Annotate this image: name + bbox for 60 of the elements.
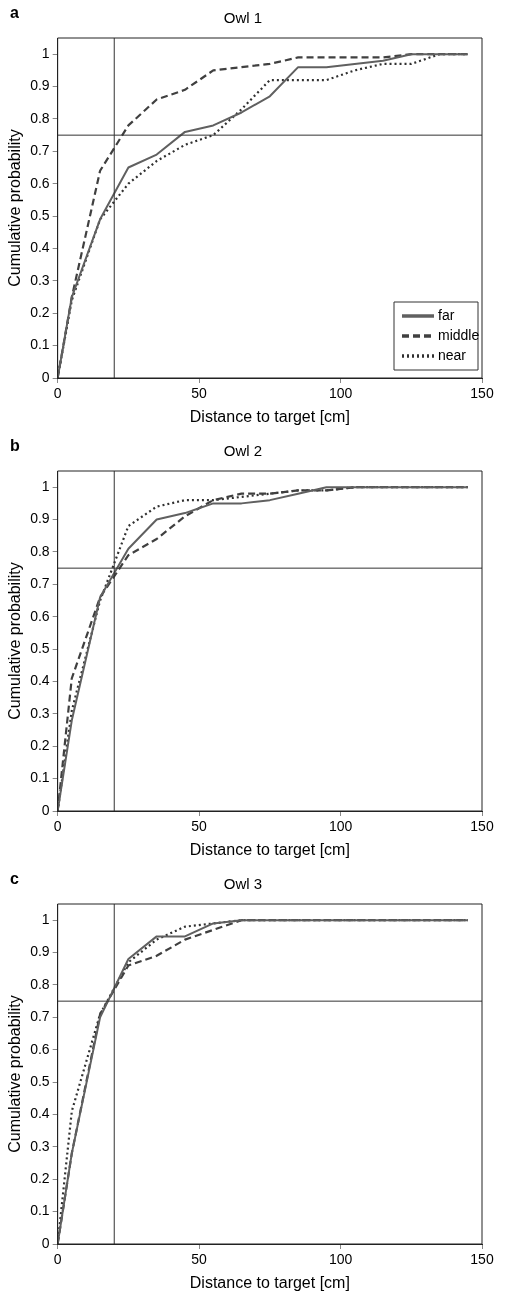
chart-title: Owl 3 (223, 875, 263, 893)
y-tick-label: 0.9 (30, 77, 50, 94)
legend-label: far (438, 306, 455, 323)
y-tick-label: 1 (41, 45, 50, 62)
y-tick-label: 0.5 (30, 1072, 50, 1089)
x-tick-label: 0 (53, 818, 62, 835)
y-axis-title: Cumulative probability (6, 562, 24, 720)
y-tick-label: 0.4 (30, 239, 50, 256)
y-tick-label: 0.6 (30, 174, 50, 191)
y-tick-label: 0.6 (30, 1040, 50, 1057)
y-tick-label: 0.1 (30, 1202, 50, 1219)
text: c (10, 870, 19, 888)
y-tick-label: 1 (41, 911, 50, 928)
y-tick-label: 0.3 (30, 271, 50, 288)
x-tick-label: 50 (191, 818, 208, 835)
y-tick-label: 0 (41, 1234, 50, 1251)
y-tick-label: 0.7 (30, 575, 50, 592)
y-tick-label: 0.9 (30, 510, 50, 527)
y-tick-label: 0.1 (30, 769, 50, 786)
y-tick-label: 0 (41, 368, 50, 385)
x-axis-title: Distance to target [cm] (189, 407, 350, 425)
x-tick-label: 50 (191, 1251, 208, 1268)
x-tick-label: 150 (470, 1251, 494, 1268)
legend-label: middle (438, 326, 480, 343)
y-tick-label: 0.2 (30, 1170, 50, 1187)
y-tick-label: 0.4 (30, 1105, 50, 1122)
y-tick-label: 0.7 (30, 142, 50, 159)
x-axis-title: Distance to target [cm] (189, 1273, 350, 1291)
y-tick-label: 0.8 (30, 542, 50, 559)
y-tick-label: 0.4 (30, 672, 50, 689)
y-tick-label: 0.3 (30, 1137, 50, 1154)
x-tick-label: 150 (470, 385, 494, 402)
x-tick-label: 100 (328, 385, 353, 402)
y-tick-label: 0.3 (30, 704, 50, 721)
y-tick-label: 1 (41, 478, 50, 495)
y-tick-label: 0.5 (30, 639, 50, 656)
chart-title: Owl 1 (223, 9, 263, 27)
legend-label: near (438, 346, 467, 363)
y-tick-label: 0.1 (30, 336, 50, 353)
text: b (10, 437, 20, 455)
y-tick-label: 0.8 (30, 975, 50, 992)
x-axis-title: Distance to target [cm] (189, 840, 350, 858)
y-axis-title: Cumulative probability (6, 129, 24, 287)
y-tick-label: 0.5 (30, 206, 50, 223)
y-tick-label: 0 (41, 801, 50, 818)
x-tick-label: 50 (191, 385, 208, 402)
x-tick-label: 100 (328, 818, 353, 835)
x-tick-label: 100 (328, 1251, 353, 1268)
chart-title: Owl 2 (223, 442, 263, 460)
text: a (10, 4, 19, 22)
x-tick-label: 0 (53, 385, 62, 402)
y-tick-label: 0.6 (30, 607, 50, 624)
y-tick-label: 0.9 (30, 943, 50, 960)
x-tick-label: 150 (470, 818, 494, 835)
y-tick-label: 0.2 (30, 737, 50, 754)
y-tick-label: 0.8 (30, 109, 50, 126)
y-tick-label: 0.7 (30, 1008, 50, 1025)
y-tick-label: 0.2 (30, 304, 50, 321)
y-axis-title: Cumulative probability (6, 995, 24, 1153)
x-tick-label: 0 (53, 1251, 62, 1268)
